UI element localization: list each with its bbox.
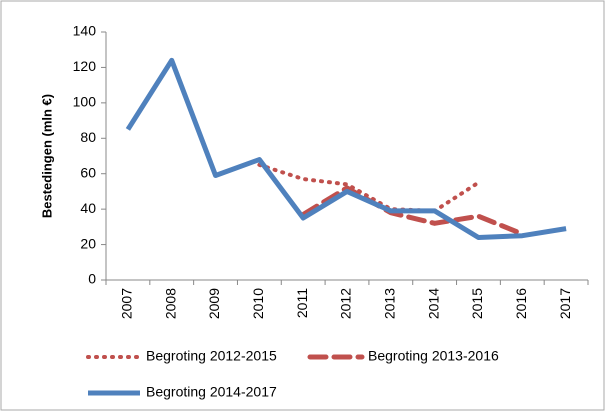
x-tick-label: 2010 bbox=[250, 288, 266, 319]
y-tick-label: 20 bbox=[80, 235, 96, 251]
x-tick-label: 2017 bbox=[557, 288, 573, 319]
x-tick-label: 2015 bbox=[469, 288, 485, 319]
x-tick-label: 2009 bbox=[206, 288, 222, 319]
y-tick-label: 0 bbox=[88, 271, 96, 287]
x-tick-label: 2008 bbox=[162, 288, 178, 319]
y-tick-label: 140 bbox=[73, 23, 97, 39]
series-line bbox=[257, 162, 481, 213]
x-tick-label: 2007 bbox=[119, 288, 135, 319]
y-tick-label: 120 bbox=[73, 58, 97, 74]
x-tick-label: 2013 bbox=[382, 288, 398, 319]
series-line bbox=[125, 57, 567, 240]
legend-label: Begroting 2013-2016 bbox=[368, 348, 499, 364]
series-line bbox=[300, 185, 525, 237]
x-tick-label: 2016 bbox=[513, 288, 529, 319]
y-tick-label: 80 bbox=[80, 129, 96, 145]
legend-label: Begroting 2014-2017 bbox=[146, 384, 277, 400]
x-tick-label: 2012 bbox=[338, 288, 354, 319]
x-tick-label: 2014 bbox=[425, 288, 441, 319]
legend-label: Begroting 2012-2015 bbox=[146, 348, 277, 364]
y-tick-label: 40 bbox=[80, 200, 96, 216]
x-tick-label: 2011 bbox=[294, 288, 310, 318]
y-axis-label: Bestedingen (mln €) bbox=[39, 94, 54, 218]
y-tick-label: 100 bbox=[73, 94, 97, 110]
y-tick-label: 60 bbox=[80, 164, 96, 180]
